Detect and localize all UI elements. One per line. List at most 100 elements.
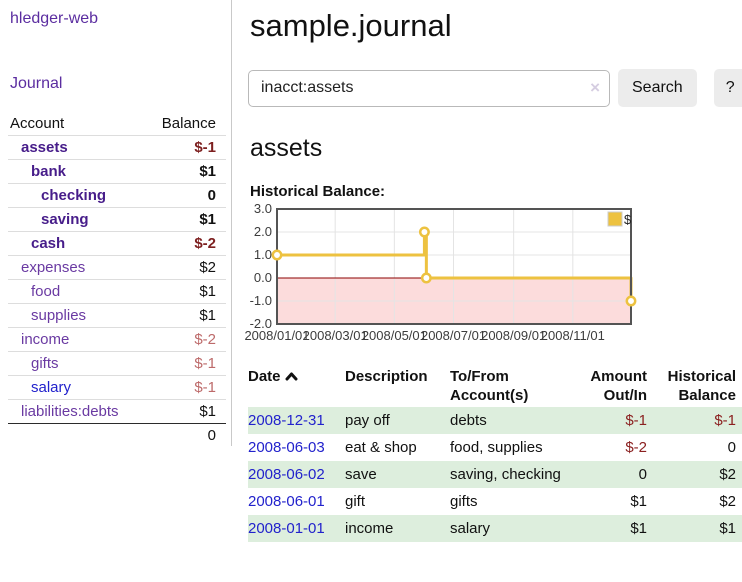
account-heading: assets <box>250 134 323 162</box>
column-header-date[interactable]: Date <box>248 365 345 407</box>
balance-cell: 0 <box>727 439 736 456</box>
account-link-food[interactable]: food <box>31 283 61 300</box>
description-cell: eat & shop <box>345 439 417 456</box>
description-cell: income <box>345 520 394 537</box>
date-header-label: Date <box>248 368 281 385</box>
transaction-date-link[interactable]: 2008-06-01 <box>248 493 325 510</box>
account-row: bank $1 <box>8 159 226 183</box>
svg-text:0.0: 0.0 <box>254 270 272 285</box>
search-button[interactable]: Search <box>618 69 697 107</box>
date-cell: 2008-06-02 <box>248 461 345 488</box>
accounts-cell: saving, checking <box>450 466 561 483</box>
account-link-expenses[interactable]: expenses <box>21 259 86 276</box>
svg-text:-2.0: -2.0 <box>250 316 272 331</box>
column-header-description: Description <box>345 368 428 385</box>
amount-cell: 0 <box>638 466 647 483</box>
account-balance: $1 <box>199 283 216 300</box>
help-button[interactable]: ? <box>713 69 742 107</box>
account-balance: $-1 <box>194 139 216 156</box>
accounts-cell: salary <box>450 520 491 537</box>
column-header-amount: Amount Out/In <box>590 368 647 404</box>
account-link-salary[interactable]: salary <box>31 379 72 396</box>
sidebar: hledger-web Journal Account Balance asse… <box>0 0 232 446</box>
account-row: saving $1 <box>8 207 226 231</box>
svg-text:2008/03/01: 2008/03/01 <box>303 328 368 343</box>
account-row: liabilities:debts $1 <box>8 399 226 423</box>
svg-text:3.0: 3.0 <box>254 204 272 216</box>
accounts-cell: gifts <box>450 493 478 510</box>
account-row: salary $-1 <box>8 375 226 399</box>
column-header-accounts: To/From Account(s) <box>450 368 529 404</box>
amount-cell: $1 <box>630 520 647 537</box>
historical-balance-chart[interactable]: $3.0 2.0 1.0 0.0 -1.0 -2.0 2008/01/01 2008/03/0… <box>240 204 710 352</box>
sidebar-item-journal[interactable]: Journal <box>10 75 63 92</box>
svg-text:2008/05/01: 2008/05/01 <box>362 328 427 343</box>
search-input[interactable] <box>248 69 610 107</box>
account-balance: $1 <box>199 307 216 324</box>
main-content: sample.journal × Search ? assets Histori… <box>244 0 742 542</box>
account-row: cash $-2 <box>8 231 226 255</box>
amount-cell: $-1 <box>625 412 647 429</box>
account-row: supplies $1 <box>8 303 226 327</box>
account-balance: $2 <box>199 259 216 276</box>
accounts-table: Account Balance assets $-1 bank $1 checking 0… <box>8 111 226 447</box>
chart-canvas: $3.0 2.0 1.0 0.0 -1.0 -2.02008/01/012008/03/0… <box>244 204 637 343</box>
transaction-date-link[interactable]: 2008-01-01 <box>248 520 325 537</box>
svg-text:$: $ <box>624 212 632 227</box>
clear-search-icon[interactable]: × <box>590 77 600 97</box>
search-form: × Search ? <box>248 69 742 107</box>
account-balance: $1 <box>199 211 216 228</box>
account-link-gifts[interactable]: gifts <box>31 355 59 372</box>
svg-text:2008/07/01: 2008/07/01 <box>421 328 486 343</box>
balance-cell: $-1 <box>714 412 736 429</box>
account-balance: $-1 <box>194 355 216 372</box>
account-balance: $1 <box>199 163 216 180</box>
accounts-table-header: Account Balance <box>8 111 226 135</box>
account-balance: $-2 <box>194 331 216 348</box>
account-column-header: Account <box>10 114 65 132</box>
transaction-row: 2008-12-31 pay off debts $-1 $-1 <box>248 407 742 434</box>
svg-text:2008/11/01: 2008/11/01 <box>541 328 605 343</box>
total-balance: 0 <box>207 427 216 444</box>
account-balance: $1 <box>199 403 216 420</box>
transaction-row: 2008-06-01 gift gifts $1 $2 <box>248 488 742 515</box>
account-balance: $-2 <box>194 235 216 252</box>
date-cell: 2008-01-01 <box>248 515 345 542</box>
date-cell: 2008-12-31 <box>248 407 345 434</box>
account-row: food $1 <box>8 279 226 303</box>
account-link-assets[interactable]: assets <box>21 139 68 156</box>
transaction-row: 2008-06-03 eat & shop food, supplies $-2 0 <box>248 434 742 461</box>
account-link-cash[interactable]: cash <box>31 235 66 252</box>
transaction-row: 2008-01-01 income salary $1 $1 <box>248 515 742 542</box>
account-row: income $-2 <box>8 327 226 351</box>
sort-ascending-icon <box>285 368 298 387</box>
account-link-liabilities-debts[interactable]: liabilities:debts <box>21 403 119 420</box>
balance-cell: $2 <box>719 466 736 483</box>
date-cell: 2008-06-03 <box>248 434 345 461</box>
account-link-checking[interactable]: checking <box>41 187 107 204</box>
account-balance: $-1 <box>194 379 216 396</box>
account-row: assets $-1 <box>8 135 226 159</box>
account-row: checking 0 <box>8 183 226 207</box>
page-title: sample.journal <box>250 8 452 43</box>
account-link-income[interactable]: income <box>21 331 70 348</box>
transaction-date-link[interactable]: 2008-06-02 <box>248 466 325 483</box>
account-link-bank[interactable]: bank <box>31 163 67 180</box>
transaction-date-link[interactable]: 2008-12-31 <box>248 412 325 429</box>
svg-text:2008/01/01: 2008/01/01 <box>244 328 309 343</box>
brand-link[interactable]: hledger-web <box>10 10 99 27</box>
account-row: expenses $2 <box>8 255 226 279</box>
accounts-total-row: 0 <box>8 423 226 447</box>
balance-cell: $2 <box>719 493 736 510</box>
transaction-date-link[interactable]: 2008-06-03 <box>248 439 325 456</box>
amount-cell: $-2 <box>625 439 647 456</box>
account-link-supplies[interactable]: supplies <box>31 307 87 324</box>
svg-text:1.0: 1.0 <box>254 247 272 262</box>
accounts-cell: debts <box>450 412 487 429</box>
column-header-balance: Historical Balance <box>667 368 736 404</box>
balance-cell: $1 <box>719 520 736 537</box>
chart-title: Historical Balance: <box>250 183 386 200</box>
accounts-cell: food, supplies <box>450 439 543 456</box>
description-cell: gift <box>345 493 366 510</box>
account-link-saving[interactable]: saving <box>41 211 89 228</box>
